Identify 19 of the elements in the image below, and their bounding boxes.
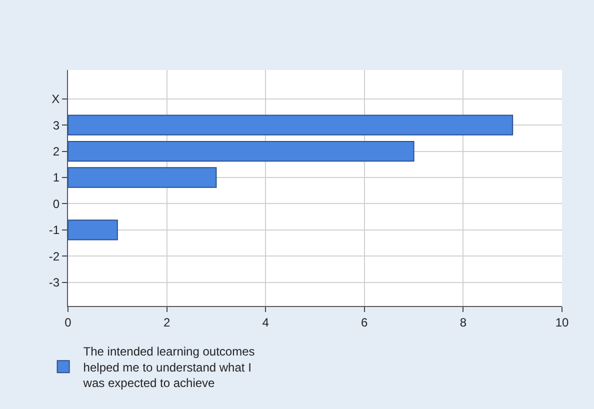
- x-tick-label: 2: [163, 315, 170, 330]
- y-tick-label: -2: [48, 249, 60, 264]
- bar: [68, 220, 118, 240]
- y-tick-label: 1: [52, 170, 60, 185]
- x-tick-label: 6: [361, 315, 368, 330]
- bar: [68, 167, 217, 188]
- y-tick-label: -1: [48, 223, 60, 238]
- bar: [68, 140, 414, 162]
- x-tick-label: 10: [555, 315, 569, 330]
- bar: [68, 114, 514, 136]
- x-tick-label: 0: [64, 315, 72, 330]
- y-tick-label: 3: [52, 118, 60, 132]
- y-tick-label: 0: [52, 196, 60, 211]
- y-tick-label: 2: [52, 144, 60, 158]
- x-tick-label: 8: [460, 315, 467, 330]
- x-tick-label: 4: [262, 315, 270, 330]
- y-tick-label: X: [52, 92, 60, 106]
- legend-label: The intended learning outcomes helped me to understand what I was expected to achieve: [82, 344, 255, 390]
- y-tick-label: -3: [48, 276, 60, 290]
